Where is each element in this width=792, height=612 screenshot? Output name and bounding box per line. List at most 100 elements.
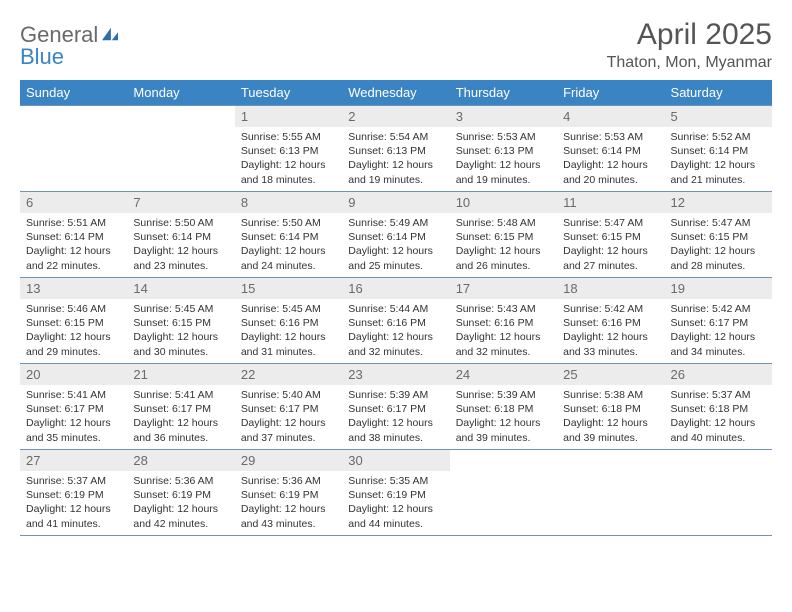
day-number: 27 <box>20 450 127 471</box>
calendar-day-cell: 10Sunrise: 5:48 AMSunset: 6:15 PMDayligh… <box>450 192 557 278</box>
location-subtitle: Thaton, Mon, Myanmar <box>607 54 772 72</box>
calendar-day-cell: 23Sunrise: 5:39 AMSunset: 6:17 PMDayligh… <box>342 364 449 450</box>
day-number: 15 <box>235 278 342 299</box>
calendar-day-cell: 5Sunrise: 5:52 AMSunset: 6:14 PMDaylight… <box>665 106 772 192</box>
calendar-day-cell: .. <box>557 450 664 536</box>
day-details: Sunrise: 5:38 AMSunset: 6:18 PMDaylight:… <box>557 385 664 449</box>
day-number: 21 <box>127 364 234 385</box>
day-number: 10 <box>450 192 557 213</box>
weekday-header: Monday <box>127 80 234 106</box>
day-details: Sunrise: 5:51 AMSunset: 6:14 PMDaylight:… <box>20 213 127 277</box>
calendar-week-row: 20Sunrise: 5:41 AMSunset: 6:17 PMDayligh… <box>20 364 772 450</box>
day-number: 12 <box>665 192 772 213</box>
day-details: Sunrise: 5:41 AMSunset: 6:17 PMDaylight:… <box>127 385 234 449</box>
calendar-day-cell: 29Sunrise: 5:36 AMSunset: 6:19 PMDayligh… <box>235 450 342 536</box>
calendar-week-row: 27Sunrise: 5:37 AMSunset: 6:19 PMDayligh… <box>20 450 772 536</box>
day-details: Sunrise: 5:45 AMSunset: 6:15 PMDaylight:… <box>127 299 234 363</box>
calendar-day-cell: 16Sunrise: 5:44 AMSunset: 6:16 PMDayligh… <box>342 278 449 364</box>
day-details: Sunrise: 5:36 AMSunset: 6:19 PMDaylight:… <box>127 471 234 535</box>
calendar-day-cell: 3Sunrise: 5:53 AMSunset: 6:13 PMDaylight… <box>450 106 557 192</box>
calendar-day-cell: 4Sunrise: 5:53 AMSunset: 6:14 PMDaylight… <box>557 106 664 192</box>
day-number: 29 <box>235 450 342 471</box>
header: GeneralBlue April 2025 Thaton, Mon, Myan… <box>20 18 772 72</box>
calendar-day-cell: 2Sunrise: 5:54 AMSunset: 6:13 PMDaylight… <box>342 106 449 192</box>
calendar-day-cell: 12Sunrise: 5:47 AMSunset: 6:15 PMDayligh… <box>665 192 772 278</box>
day-number: 11 <box>557 192 664 213</box>
day-number: 9 <box>342 192 449 213</box>
calendar-day-cell: 17Sunrise: 5:43 AMSunset: 6:16 PMDayligh… <box>450 278 557 364</box>
day-number: 24 <box>450 364 557 385</box>
day-number: 30 <box>342 450 449 471</box>
day-details: Sunrise: 5:41 AMSunset: 6:17 PMDaylight:… <box>20 385 127 449</box>
weekday-header: Thursday <box>450 80 557 106</box>
calendar-day-cell: 24Sunrise: 5:39 AMSunset: 6:18 PMDayligh… <box>450 364 557 450</box>
day-number: 23 <box>342 364 449 385</box>
day-number: 18 <box>557 278 664 299</box>
day-details: Sunrise: 5:54 AMSunset: 6:13 PMDaylight:… <box>342 127 449 191</box>
calendar-day-cell: .. <box>450 450 557 536</box>
logo: GeneralBlue <box>20 24 120 68</box>
day-number: 16 <box>342 278 449 299</box>
day-number: 4 <box>557 106 664 127</box>
calendar-week-row: ....1Sunrise: 5:55 AMSunset: 6:13 PMDayl… <box>20 106 772 192</box>
day-number: 7 <box>127 192 234 213</box>
calendar-day-cell: 7Sunrise: 5:50 AMSunset: 6:14 PMDaylight… <box>127 192 234 278</box>
title-block: April 2025 Thaton, Mon, Myanmar <box>607 18 772 72</box>
day-number: 8 <box>235 192 342 213</box>
calendar-day-cell: 25Sunrise: 5:38 AMSunset: 6:18 PMDayligh… <box>557 364 664 450</box>
day-details: Sunrise: 5:50 AMSunset: 6:14 PMDaylight:… <box>127 213 234 277</box>
day-details: Sunrise: 5:39 AMSunset: 6:18 PMDaylight:… <box>450 385 557 449</box>
month-title: April 2025 <box>607 18 772 52</box>
weekday-header: Wednesday <box>342 80 449 106</box>
calendar-day-cell: 9Sunrise: 5:49 AMSunset: 6:14 PMDaylight… <box>342 192 449 278</box>
calendar-day-cell: 26Sunrise: 5:37 AMSunset: 6:18 PMDayligh… <box>665 364 772 450</box>
calendar-day-cell: 15Sunrise: 5:45 AMSunset: 6:16 PMDayligh… <box>235 278 342 364</box>
day-details: Sunrise: 5:49 AMSunset: 6:14 PMDaylight:… <box>342 213 449 277</box>
calendar-day-cell: .. <box>127 106 234 192</box>
calendar-week-row: 6Sunrise: 5:51 AMSunset: 6:14 PMDaylight… <box>20 192 772 278</box>
day-details: Sunrise: 5:42 AMSunset: 6:17 PMDaylight:… <box>665 299 772 363</box>
weekday-header: Tuesday <box>235 80 342 106</box>
day-details: Sunrise: 5:47 AMSunset: 6:15 PMDaylight:… <box>665 213 772 277</box>
day-number: 25 <box>557 364 664 385</box>
calendar-day-cell: 27Sunrise: 5:37 AMSunset: 6:19 PMDayligh… <box>20 450 127 536</box>
day-details: Sunrise: 5:50 AMSunset: 6:14 PMDaylight:… <box>235 213 342 277</box>
sail-icon <box>100 26 120 46</box>
calendar-day-cell: 1Sunrise: 5:55 AMSunset: 6:13 PMDaylight… <box>235 106 342 192</box>
calendar-body: ....1Sunrise: 5:55 AMSunset: 6:13 PMDayl… <box>20 106 772 536</box>
weekday-header: Sunday <box>20 80 127 106</box>
day-number: 14 <box>127 278 234 299</box>
calendar-day-cell: 20Sunrise: 5:41 AMSunset: 6:17 PMDayligh… <box>20 364 127 450</box>
calendar-table: SundayMondayTuesdayWednesdayThursdayFrid… <box>20 80 772 536</box>
day-number: 26 <box>665 364 772 385</box>
calendar-day-cell: 13Sunrise: 5:46 AMSunset: 6:15 PMDayligh… <box>20 278 127 364</box>
day-details: Sunrise: 5:45 AMSunset: 6:16 PMDaylight:… <box>235 299 342 363</box>
calendar-day-cell: 11Sunrise: 5:47 AMSunset: 6:15 PMDayligh… <box>557 192 664 278</box>
calendar-day-cell: 30Sunrise: 5:35 AMSunset: 6:19 PMDayligh… <box>342 450 449 536</box>
day-details: Sunrise: 5:55 AMSunset: 6:13 PMDaylight:… <box>235 127 342 191</box>
day-details: Sunrise: 5:42 AMSunset: 6:16 PMDaylight:… <box>557 299 664 363</box>
day-number: 3 <box>450 106 557 127</box>
day-details: Sunrise: 5:40 AMSunset: 6:17 PMDaylight:… <box>235 385 342 449</box>
day-number: 6 <box>20 192 127 213</box>
day-details: Sunrise: 5:47 AMSunset: 6:15 PMDaylight:… <box>557 213 664 277</box>
calendar-day-cell: 8Sunrise: 5:50 AMSunset: 6:14 PMDaylight… <box>235 192 342 278</box>
day-details: Sunrise: 5:35 AMSunset: 6:19 PMDaylight:… <box>342 471 449 535</box>
day-number: 2 <box>342 106 449 127</box>
day-details: Sunrise: 5:53 AMSunset: 6:13 PMDaylight:… <box>450 127 557 191</box>
day-details: Sunrise: 5:43 AMSunset: 6:16 PMDaylight:… <box>450 299 557 363</box>
day-details: Sunrise: 5:37 AMSunset: 6:19 PMDaylight:… <box>20 471 127 535</box>
day-number: 28 <box>127 450 234 471</box>
calendar-day-cell: .. <box>665 450 772 536</box>
calendar-day-cell: 6Sunrise: 5:51 AMSunset: 6:14 PMDaylight… <box>20 192 127 278</box>
calendar-day-cell: 19Sunrise: 5:42 AMSunset: 6:17 PMDayligh… <box>665 278 772 364</box>
day-number: 1 <box>235 106 342 127</box>
weekday-header: Saturday <box>665 80 772 106</box>
day-number: 20 <box>20 364 127 385</box>
day-details: Sunrise: 5:44 AMSunset: 6:16 PMDaylight:… <box>342 299 449 363</box>
day-number: 5 <box>665 106 772 127</box>
day-details: Sunrise: 5:36 AMSunset: 6:19 PMDaylight:… <box>235 471 342 535</box>
calendar-day-cell: 28Sunrise: 5:36 AMSunset: 6:19 PMDayligh… <box>127 450 234 536</box>
calendar-week-row: 13Sunrise: 5:46 AMSunset: 6:15 PMDayligh… <box>20 278 772 364</box>
day-details: Sunrise: 5:48 AMSunset: 6:15 PMDaylight:… <box>450 213 557 277</box>
